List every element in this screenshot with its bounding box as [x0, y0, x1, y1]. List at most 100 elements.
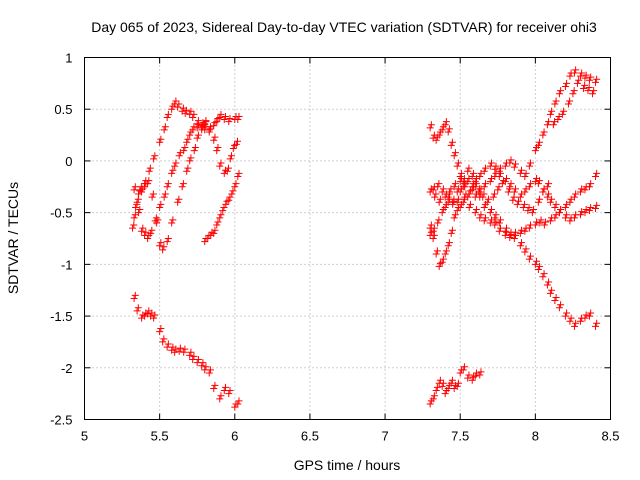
data-point — [449, 198, 457, 206]
data-point — [220, 203, 228, 211]
data-point — [578, 69, 586, 77]
data-point — [202, 363, 210, 371]
data-point — [539, 273, 547, 281]
data-point — [156, 138, 164, 146]
data-point — [524, 207, 532, 215]
data-point — [447, 379, 455, 387]
data-point — [581, 81, 589, 89]
data-point — [441, 390, 449, 398]
data-point — [512, 228, 520, 236]
data-point — [563, 79, 571, 87]
data-point — [579, 85, 587, 93]
data-point — [570, 214, 578, 222]
data-point — [495, 183, 503, 191]
data-point — [464, 374, 472, 382]
data-point — [434, 219, 442, 227]
data-point — [581, 314, 589, 322]
data-point — [543, 193, 551, 201]
y-tick-label: -2.5 — [50, 413, 72, 428]
data-point — [186, 157, 194, 165]
data-point — [445, 190, 453, 198]
data-point — [460, 363, 468, 371]
data-point — [518, 166, 526, 174]
data-point — [147, 229, 155, 237]
data-point — [148, 226, 156, 234]
data-point — [487, 159, 495, 167]
data-point — [134, 304, 142, 312]
data-point — [521, 227, 529, 235]
data-point — [217, 392, 225, 400]
data-point — [219, 207, 227, 215]
data-point — [187, 154, 195, 162]
data-point — [484, 195, 492, 203]
data-point — [466, 187, 474, 195]
data-point — [522, 245, 530, 253]
data-point — [231, 403, 239, 411]
data-point — [438, 188, 446, 196]
data-point — [495, 219, 503, 227]
data-point — [226, 155, 234, 163]
series-trace-7 — [426, 164, 601, 330]
data-point — [531, 147, 539, 155]
data-point — [444, 128, 452, 136]
x-tick-label: 6.5 — [301, 429, 319, 444]
data-point — [552, 97, 560, 105]
x-axis-label: GPS time / hours — [294, 457, 401, 473]
data-point — [450, 214, 458, 222]
data-point — [503, 228, 511, 236]
data-point — [492, 211, 500, 219]
data-point — [178, 183, 186, 191]
data-point — [226, 193, 234, 201]
data-point — [521, 248, 529, 256]
data-point — [469, 169, 477, 177]
data-point — [585, 312, 593, 320]
data-point — [224, 164, 232, 172]
data-point — [213, 118, 221, 126]
data-point — [534, 141, 542, 149]
data-point — [132, 203, 140, 211]
data-point — [548, 195, 556, 203]
data-point — [184, 164, 192, 172]
data-point — [561, 203, 569, 211]
data-point — [527, 159, 535, 167]
data-point — [429, 186, 437, 194]
data-point — [534, 266, 542, 274]
data-point — [164, 110, 172, 118]
series-trace-11 — [429, 76, 598, 217]
data-point — [235, 397, 243, 405]
data-point — [551, 214, 559, 222]
data-point — [225, 390, 233, 398]
series-trace-10 — [426, 66, 601, 201]
data-point — [561, 82, 569, 90]
data-point — [456, 203, 464, 211]
data-point — [480, 190, 488, 198]
data-point — [151, 311, 159, 319]
data-point — [576, 72, 584, 80]
data-point — [558, 110, 566, 118]
data-point — [585, 207, 593, 215]
data-point — [471, 209, 479, 217]
data-point — [194, 131, 202, 139]
data-point — [477, 211, 485, 219]
data-point — [516, 242, 524, 250]
data-point — [175, 152, 183, 160]
data-point — [201, 121, 209, 129]
x-tick-label: 8 — [532, 429, 539, 444]
data-point — [570, 322, 578, 330]
data-point — [591, 205, 599, 213]
data-point — [168, 105, 176, 113]
y-tick-label: -1.5 — [50, 309, 72, 324]
data-point — [510, 193, 518, 201]
data-point — [527, 252, 535, 260]
data-point — [214, 218, 222, 226]
data-point — [214, 143, 222, 151]
data-point — [169, 216, 177, 224]
data-point — [466, 200, 474, 208]
data-point — [506, 233, 514, 241]
data-point — [506, 185, 514, 193]
data-point — [537, 216, 545, 224]
data-point — [533, 257, 541, 265]
data-point — [469, 180, 477, 188]
data-point — [501, 162, 509, 170]
data-point — [548, 107, 556, 115]
